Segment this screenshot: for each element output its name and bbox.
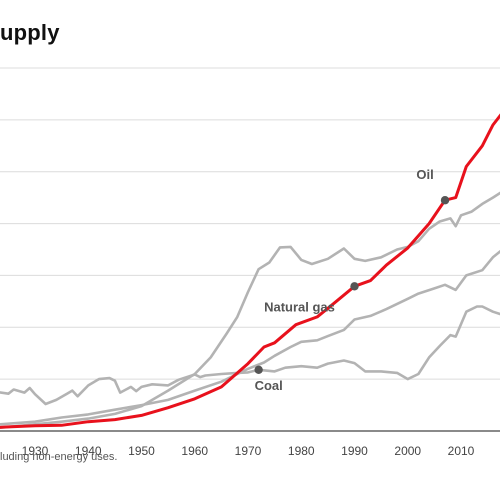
series-line-unlabeled-2 xyxy=(0,191,500,429)
x-tick-label: 1940 xyxy=(75,444,102,458)
series-line-natural-gas xyxy=(0,249,500,426)
x-tick-label: 1930 xyxy=(22,444,49,458)
x-tick-label: 1970 xyxy=(235,444,262,458)
series-lines xyxy=(0,113,500,429)
series-markers xyxy=(254,196,450,375)
marker-coal xyxy=(254,365,263,375)
chart-title: upply xyxy=(0,20,60,45)
label-coal: Coal xyxy=(255,378,283,393)
x-axis-ticks: 1930 1940 1950 1960 1970 1980 1990 2000 2010 xyxy=(22,444,475,458)
x-tick-label: 1960 xyxy=(181,444,208,458)
label-oil: Oil xyxy=(416,167,433,182)
x-tick-label: 1980 xyxy=(288,444,315,458)
gridlines xyxy=(0,67,500,432)
series-line-coal xyxy=(0,305,500,406)
x-tick-label: 1950 xyxy=(128,444,155,458)
x-tick-label: 2000 xyxy=(394,444,421,458)
series-line-oil xyxy=(0,113,500,429)
chart-footnote: luding non-energy uses. xyxy=(0,451,118,463)
label-natural-gas: Natural gas xyxy=(264,300,335,315)
series-labels: Oil Natural gas Coal xyxy=(255,167,434,393)
x-tick-label: 1990 xyxy=(341,444,368,458)
x-tick-label: 2010 xyxy=(448,444,475,458)
marker-natural-gas xyxy=(350,282,359,291)
marker-oil xyxy=(440,196,450,205)
